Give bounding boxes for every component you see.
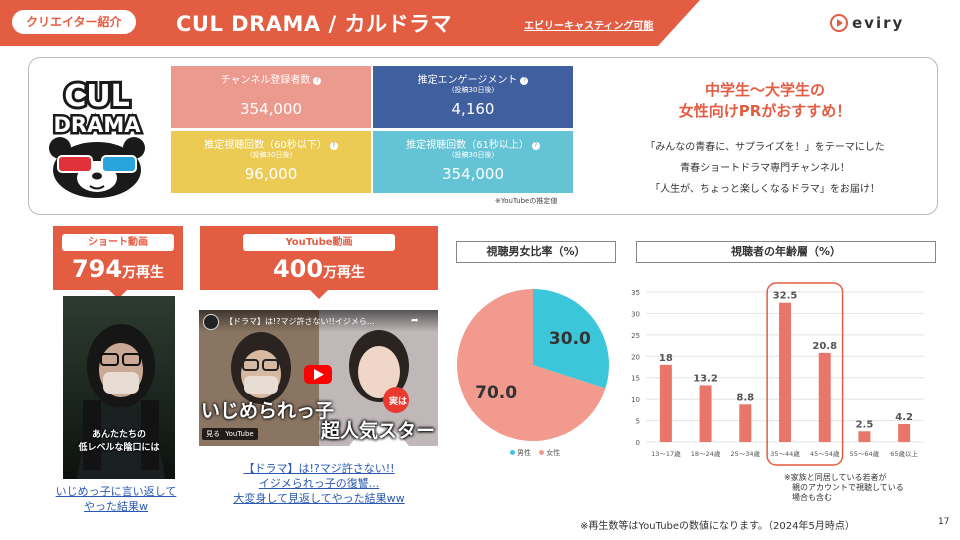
stat-sub: (投稿30日後) <box>451 86 495 94</box>
pie-label-1: 70.0 <box>475 383 517 403</box>
channel-avatar[interactable] <box>203 314 219 330</box>
short-video-thumbnail[interactable]: あんたたちの 低レベルな陰口には <box>63 296 175 479</box>
description-line: 青春ショートドラマ専門チャンネル！ <box>680 163 850 174</box>
short-video-callout: ショート動画 794万再生 <box>53 226 183 299</box>
youtube-video-callout: YouTube動画 400万再生 <box>200 226 438 299</box>
stats-note: ※YouTubeの推定値 <box>495 197 558 205</box>
age-bar-2 <box>739 404 752 442</box>
age-bar-label-2: 8.8 <box>736 392 754 403</box>
youtube-video-views: 400万再生 <box>272 255 366 283</box>
y-tick-label-7: 35 <box>631 289 640 297</box>
age-bar-label-1: 13.2 <box>693 373 718 384</box>
info-icon[interactable]: ? <box>329 142 338 150</box>
casting-link[interactable]: エビリーキャスティング可能 <box>524 21 654 32</box>
age-bar-label-3: 32.5 <box>773 291 798 302</box>
brand-logo: eviry <box>830 14 904 32</box>
age-chart-title: 視聴者の年齢層（%） <box>636 241 936 263</box>
age-bar-label-0: 18 <box>659 353 673 364</box>
y-tick-label-0: 0 <box>636 439 640 447</box>
logo-text-top: CUL <box>64 79 130 114</box>
age-category-0: 13〜17歳 <box>651 449 681 458</box>
pie-label-0: 30.0 <box>549 329 591 349</box>
age-bar-3 <box>779 302 791 442</box>
short-video-tag: ショート動画 <box>62 234 174 251</box>
age-bar-chart: 0 5 10 15 20 25 30 35 18 13〜17歳 13.2 18〜24歳 8.8 25〜34… <box>631 282 924 466</box>
stat-value: 354,000 <box>239 100 303 118</box>
y-tick-label-4: 20 <box>631 353 640 361</box>
y-tick-label-3: 15 <box>631 375 640 383</box>
channel-logo: CUL DRAMA <box>49 76 145 198</box>
target-headline: 中学生〜大学生の 女性向けPRがおすすめ！ <box>678 81 852 120</box>
age-category-6: 65歳以上 <box>890 449 918 458</box>
share-icon[interactable]: ➦ <box>411 316 419 326</box>
short-video-link[interactable]: いじめっ子に言い返して やった結果w <box>55 485 177 513</box>
info-icon[interactable]: ? <box>520 77 529 85</box>
stat-sub: (投稿30日後) <box>451 151 495 159</box>
play-icon <box>830 14 848 32</box>
age-chart-note: ※家族と同居している若者が 親のアカウントで視聴している 場合も含む <box>784 473 904 502</box>
short-video-subtitle: あんたたちの <box>91 430 146 440</box>
age-bar-label-5: 2.5 <box>856 419 874 430</box>
y-tick-label-1: 5 <box>636 418 640 426</box>
stat-value: 354,000 <box>441 165 505 183</box>
stat-engagement: 推定エンゲージメント? (投稿30日後) 4,160 <box>373 66 573 128</box>
page-title: CUL DRAMA / カルドラマ <box>176 12 452 36</box>
gender-chart-title: 視聴男女比率（%） <box>456 241 616 263</box>
youtube-video-thumbnail[interactable]: 【ドラマ】は!?マジ許さない!!イジメら... ➦ いじめられっ子 実は 超人気… <box>199 310 438 446</box>
short-video-frame <box>77 324 165 479</box>
stat-value: 96,000 <box>244 165 298 183</box>
youtube-video-tag: YouTube動画 <box>243 234 395 251</box>
y-tick-label-6: 30 <box>631 310 640 318</box>
overlay-text-jitsu: 実は <box>389 397 408 407</box>
gender-legend: 男性 女性 <box>510 448 560 458</box>
age-bar-label-6: 4.2 <box>895 412 913 423</box>
youtube-video-link[interactable]: 【ドラマ】は!?マジ許さない!! イジメられっ子の復讐... 大変身して見返して… <box>233 462 405 505</box>
youtube-logo: YouTube <box>225 430 254 438</box>
pie-slice-0 <box>533 289 609 389</box>
short-video-subtitle: 低レベルな陰口には <box>78 443 160 453</box>
youtube-video-frame <box>199 310 438 446</box>
slide-header: クリエイター紹介 CUL DRAMA / カルドラマ エビリーキャスティング可能… <box>0 0 960 46</box>
description-line: 「みんなの青春に、サプライズを！」をテーマにした <box>645 142 885 153</box>
stat-subscribers: チャンネル登録者数? 354,000 <box>171 66 371 128</box>
age-category-5: 55〜64歳 <box>850 449 880 458</box>
stat-sub: (投稿30日後) <box>249 151 293 159</box>
y-tick-label-2: 10 <box>631 396 640 404</box>
description-line: 「人生が、ちょっと楽しくなるドラマ」をお届け！ <box>650 184 880 195</box>
stat-views-long: 推定視聴回数（61秒以上）? (投稿30日後) 354,000 <box>373 131 573 193</box>
overlay-text-right: 超人気スター <box>321 420 436 442</box>
overlay-text-left: いじめられっ子 <box>201 400 335 422</box>
footer-note: ※再生数等はYouTubeの数値になります。（2024年5月時点） <box>580 521 855 532</box>
info-icon[interactable]: ? <box>531 142 540 150</box>
info-icon[interactable]: ? <box>313 77 322 85</box>
age-bar-5 <box>858 431 871 442</box>
legend-male: 男性 <box>510 449 531 457</box>
age-category-2: 25〜34歳 <box>731 449 761 458</box>
category-badge: クリエイター紹介 <box>12 10 136 34</box>
watch-on-youtube-button[interactable]: 見る YouTube <box>202 428 258 440</box>
age-category-1: 18〜24歳 <box>691 449 721 458</box>
y-tick-label-5: 25 <box>631 332 640 340</box>
pie-slice-1 <box>457 289 606 441</box>
brand-name: eviry <box>852 14 905 32</box>
page-number: 17 <box>938 517 950 527</box>
legend-female: 女性 <box>539 449 560 457</box>
age-bar-label-4: 20.8 <box>812 341 837 352</box>
age-bar-4 <box>818 352 831 442</box>
gender-pie-chart: 30.0 70.0 <box>457 289 609 441</box>
age-bar-1 <box>699 385 712 442</box>
short-video-views: 794万再生 <box>71 255 165 283</box>
age-highlight-frame <box>766 282 844 466</box>
stat-views-short: 推定視聴回数（60秒以下）? (投稿30日後) 96,000 <box>171 131 371 193</box>
age-bar-6 <box>898 424 911 442</box>
age-bar-0 <box>659 364 672 442</box>
age-category-3: 35〜44歳 <box>770 449 800 458</box>
logo-text-bottom: DRAMA <box>53 113 141 137</box>
age-category-4: 45〜54歳 <box>810 449 840 458</box>
youtube-thumb-title: 【ドラマ】は!?マジ許さない!!イジメら... <box>225 317 375 326</box>
stat-value: 4,160 <box>451 100 495 118</box>
